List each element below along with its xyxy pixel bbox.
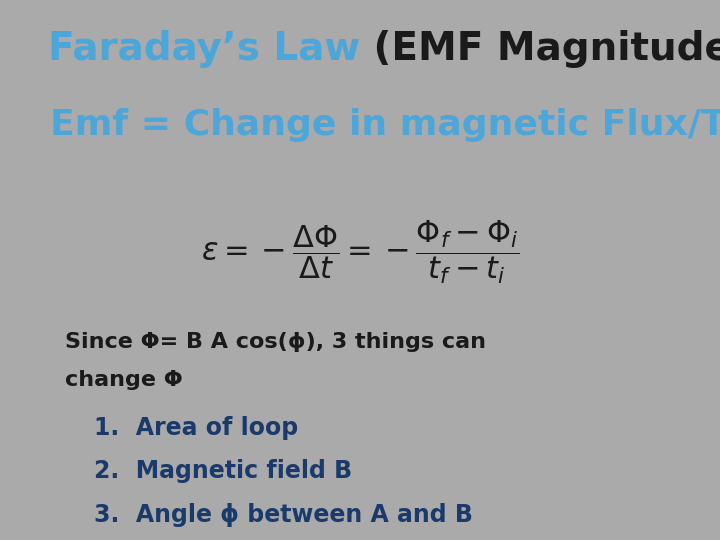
Text: 1.  Area of loop: 1. Area of loop bbox=[94, 416, 298, 440]
Text: 3.  Angle ϕ between A and B: 3. Angle ϕ between A and B bbox=[94, 503, 472, 527]
Text: 2.  Magnetic field B: 2. Magnetic field B bbox=[94, 459, 352, 483]
Text: Emf = Change in magnetic Flux/Time: Emf = Change in magnetic Flux/Time bbox=[50, 108, 720, 142]
Text: (EMF Magnitude): (EMF Magnitude) bbox=[360, 30, 720, 68]
Text: change Φ: change Φ bbox=[65, 370, 183, 390]
Text: Since Φ= B A cos(ϕ), 3 things can: Since Φ= B A cos(ϕ), 3 things can bbox=[65, 332, 486, 352]
Text: Faraday’s Law: Faraday’s Law bbox=[48, 30, 360, 68]
Text: $\varepsilon = -\dfrac{\Delta\Phi}{\Delta t} = -\dfrac{\Phi_f - \Phi_i}{t_f - t_: $\varepsilon = -\dfrac{\Delta\Phi}{\Delt… bbox=[201, 219, 519, 286]
